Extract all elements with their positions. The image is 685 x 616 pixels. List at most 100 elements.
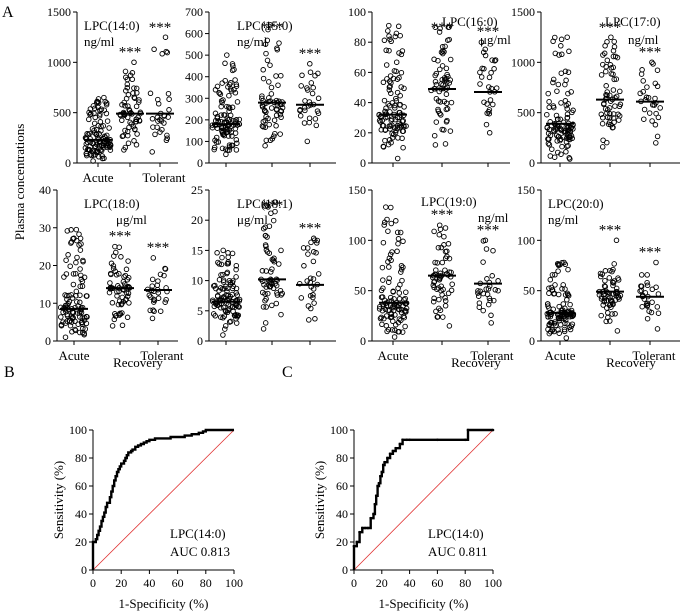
data-point: [605, 107, 611, 113]
data-point: [227, 86, 234, 92]
data-point: [222, 307, 229, 314]
data-point: [377, 315, 384, 322]
data-point: [493, 85, 500, 91]
data-point: [271, 133, 277, 139]
data-point: [161, 272, 167, 279]
data-point: [652, 95, 658, 102]
panel-title: LPC(16:0): [442, 14, 498, 29]
data-point: [437, 25, 443, 32]
data-point: [489, 57, 495, 63]
data-point: [443, 91, 450, 97]
data-point: [134, 131, 140, 137]
data-point: [226, 104, 232, 110]
data-point: [399, 48, 406, 54]
data-point: [311, 300, 317, 306]
data-point: [565, 124, 571, 130]
y-tick-label: 10: [39, 296, 51, 310]
data-point: [611, 261, 617, 267]
significance-marker: ***: [261, 198, 284, 214]
unit-label: μg/ml: [480, 32, 511, 47]
data-point: [61, 274, 67, 280]
data-point: [270, 257, 277, 264]
data-point: [482, 237, 489, 244]
data-point: [386, 22, 392, 29]
roc-point: [405, 438, 409, 442]
x-tick-label: 20: [376, 576, 388, 590]
roc-point: [398, 442, 402, 446]
data-point: [480, 290, 487, 297]
data-point: [649, 118, 655, 124]
data-point: [599, 120, 606, 127]
data-point: [165, 114, 171, 120]
data-point: [476, 300, 483, 306]
data-point: [267, 62, 273, 68]
data-point: [271, 117, 278, 123]
data-point: [229, 142, 235, 149]
roc-curve: [91, 428, 234, 570]
roc-point: [352, 544, 356, 548]
data-point: [481, 99, 487, 105]
data-point: [449, 281, 455, 287]
data-point: [121, 281, 128, 287]
data-point: [276, 40, 282, 46]
data-point: [559, 286, 565, 292]
y-tick-label: 25: [191, 183, 203, 197]
data-point: [126, 124, 132, 131]
y-tick-label: 30: [39, 221, 51, 235]
data-point: [546, 104, 552, 111]
data-point: [612, 53, 619, 60]
data-point: [399, 329, 406, 335]
data-point: [99, 155, 106, 162]
data-point: [401, 104, 407, 110]
data-point: [229, 104, 236, 111]
y-axis-label: Sensitivity (%): [312, 461, 327, 539]
data-point: [214, 250, 220, 256]
data-point: [212, 87, 219, 93]
data-point: [563, 335, 570, 341]
data-point: [388, 139, 394, 146]
y-tick-label: 80: [354, 35, 366, 49]
data-point: [92, 143, 99, 149]
data-point: [65, 300, 72, 307]
data-point: [77, 283, 83, 290]
data-point: [392, 105, 398, 111]
data-point: [269, 266, 275, 272]
data-point: [486, 84, 492, 90]
x-tick-label: 60: [431, 576, 443, 590]
data-point: [262, 203, 269, 209]
data-point: [393, 218, 399, 224]
data-point: [437, 110, 443, 117]
y-tick-label: 500: [185, 48, 203, 62]
data-point: [431, 132, 438, 139]
category-label-tolerant: Tolerant: [140, 348, 184, 363]
roc-point: [355, 540, 359, 544]
data-point: [398, 317, 404, 324]
data-point: [394, 248, 400, 255]
data-point: [263, 243, 269, 250]
data-point: [655, 291, 662, 297]
data-point: [608, 34, 614, 40]
data-point: [233, 274, 239, 280]
y-tick-label: 1500: [47, 5, 71, 19]
data-point: [600, 61, 606, 68]
data-point: [218, 285, 224, 291]
data-point: [70, 281, 77, 288]
data-point: [389, 116, 395, 122]
y-tick-label: 20: [191, 213, 203, 227]
data-point: [400, 128, 407, 134]
data-point: [478, 74, 485, 80]
data-point: [652, 122, 659, 128]
data-point: [265, 204, 271, 210]
data-point: [149, 276, 156, 283]
data-point: [442, 255, 449, 261]
data-point: [555, 81, 562, 88]
data-point: [598, 72, 605, 78]
x-tick-label: 60: [172, 576, 184, 590]
data-point: [492, 58, 498, 64]
data-point: [607, 62, 614, 68]
data-point: [220, 247, 226, 254]
significance-marker: ***: [299, 46, 322, 62]
data-point: [149, 315, 156, 322]
data-point: [233, 117, 240, 123]
data-point: [310, 276, 317, 282]
